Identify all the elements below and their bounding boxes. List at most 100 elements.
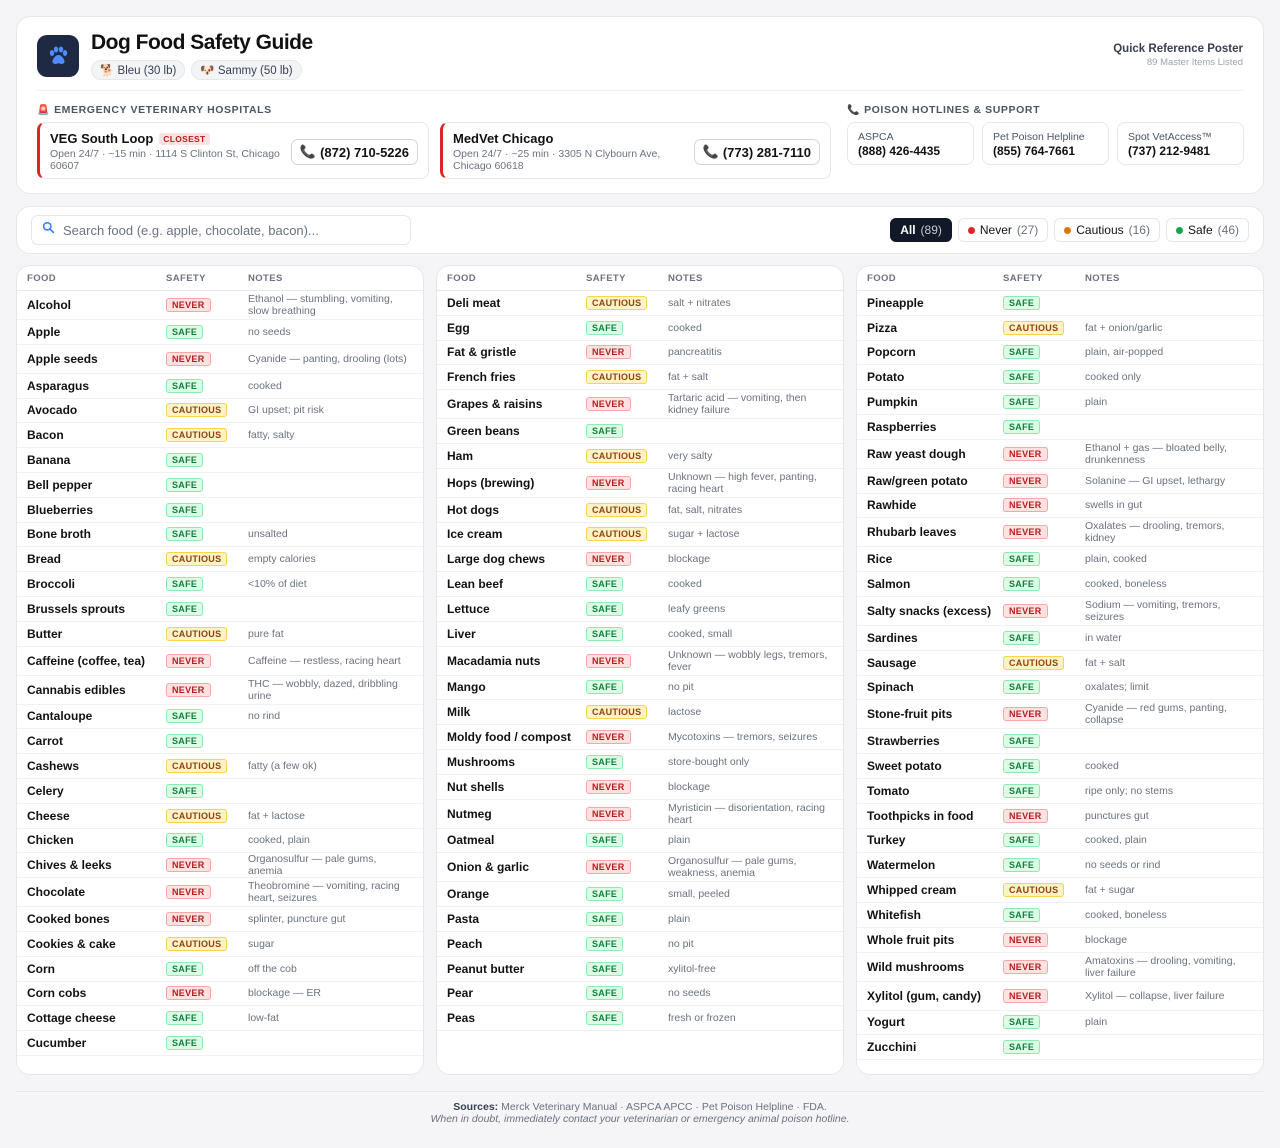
table-row[interactable]: Green beans SAFE [437,419,843,444]
table-row[interactable]: Peas SAFE fresh or frozen [437,1006,843,1032]
table-row[interactable]: Raspberries SAFE [857,415,1263,440]
table-row[interactable]: Cannabis edibles NEVER THC — wobbly, dazed… [17,676,423,705]
table-row[interactable]: Mushrooms SAFE store-bought only [437,750,843,775]
table-row[interactable]: Lean beef SAFE cooked [437,572,843,597]
table-row[interactable]: Chocolate NEVER Theobromine — vomiting, ra… [17,878,423,908]
table-row[interactable]: Celery SAFE [17,779,423,804]
filter-cautious[interactable]: Cautious (16) [1054,218,1160,242]
table-row[interactable]: Oatmeal SAFE plain [437,829,843,854]
table-row[interactable]: Liver SAFE cooked, small [437,622,843,647]
filter-all[interactable]: All (89) [890,218,952,242]
table-row[interactable]: Salty snacks (excess) NEVER Sodium — vomit… [857,597,1263,626]
table-row[interactable]: Hops (brewing) NEVER Unknown — high fever,… [437,469,843,498]
table-row[interactable]: Bone broth SAFE unsalted [17,523,423,548]
table-row[interactable]: Spinach SAFE oxalates; limit [857,676,1263,701]
table-row[interactable]: Rawhide NEVER swells in gut [857,494,1263,519]
call-button-veg[interactable]: 📞 (872) 710-5226 [290,139,418,165]
table-row[interactable]: Peach SAFE no pit [437,932,843,957]
table-row[interactable]: Stone-fruit pits NEVER Cyanide — red gums,… [857,700,1263,730]
table-row[interactable]: Nutmeg NEVER Myristicin — disorientation, … [437,800,843,829]
table-row[interactable]: Pineapple SAFE [857,291,1263,316]
table-row[interactable]: Sweet potato SAFE cooked [857,754,1263,779]
table-row[interactable]: Fat & gristle NEVER pancreatitis [437,341,843,366]
table-row[interactable]: Apple SAFE no seeds [17,320,423,345]
table-row[interactable]: Avocado CAUTIOUS GI upset; pit risk [17,399,423,424]
table-row[interactable]: Sardines SAFE in water [857,626,1263,651]
table-row[interactable]: Whitefish SAFE cooked, boneless [857,903,1263,928]
pet-chip-sammy[interactable]: 🐶 Sammy (50 lb) [191,60,302,80]
table-row[interactable]: Milk CAUTIOUS lactose [437,700,843,726]
table-row[interactable]: Corn SAFE off the cob [17,957,423,982]
table-row[interactable]: Hot dogs CAUTIOUS fat, salt, nitrates [437,498,843,523]
table-row[interactable]: Turkey SAFE cooked, plain [857,829,1263,854]
table-row[interactable]: Blueberries SAFE [17,498,423,523]
table-row[interactable]: Cookies & cake CAUTIOUS sugar [17,932,423,957]
table-row[interactable]: Toothpicks in food NEVER punctures gut [857,804,1263,829]
table-row[interactable]: Caffeine (coffee, tea) NEVER Caffeine — re… [17,647,423,676]
filter-never[interactable]: Never (27) [957,218,1049,242]
table-row[interactable]: Banana SAFE [17,448,423,473]
table-row[interactable]: Bacon CAUTIOUS fatty, salty [17,423,423,449]
search-box[interactable] [31,215,411,245]
table-row[interactable]: Orange SAFE small, peeled [437,882,843,908]
table-row[interactable]: Nut shells NEVER blockage [437,775,843,800]
table-row[interactable]: Potato SAFE cooked only [857,365,1263,391]
table-row[interactable]: Deli meat CAUTIOUS salt + nitrates [437,291,843,316]
pet-chip-bleu[interactable]: 🐕 Bleu (30 lb) [91,60,186,80]
table-row[interactable]: Cheese CAUTIOUS fat + lactose [17,804,423,829]
table-row[interactable]: Corn cobs NEVER blockage — ER [17,982,423,1007]
table-row[interactable]: Bell pepper SAFE [17,473,423,498]
table-row[interactable]: Strawberries SAFE [857,729,1263,755]
table-row[interactable]: Watermelon SAFE no seeds or rind [857,853,1263,879]
hotline-pet-poison[interactable]: Pet Poison Helpline (855) 764-7661 [982,122,1109,165]
table-row[interactable]: Brussels sprouts SAFE [17,597,423,622]
hotline-aspca[interactable]: ASPCA (888) 426-4435 [847,122,974,165]
table-row[interactable]: Large dog chews NEVER blockage [437,547,843,573]
table-row[interactable]: Chives & leeks NEVER Organosulfur — pale g… [17,853,423,879]
table-row[interactable]: Cantaloupe SAFE no rind [17,705,423,730]
table-row[interactable]: Pumpkin SAFE plain [857,390,1263,415]
table-row[interactable]: Rice SAFE plain, cooked [857,547,1263,573]
table-row[interactable]: Wild mushrooms NEVER Amatoxins — drooling,… [857,953,1263,982]
hospital-card-medvet[interactable]: MedVet Chicago Open 24/7 · ~25 min · 330… [440,122,831,179]
table-row[interactable]: Chicken SAFE cooked, plain [17,829,423,854]
table-row[interactable]: Cashews CAUTIOUS fatty (a few ok) [17,754,423,779]
table-row[interactable]: Lettuce SAFE leafy greens [437,597,843,622]
table-row[interactable]: Apple seeds NEVER Cyanide — panting, drool… [17,345,423,374]
table-row[interactable]: French fries CAUTIOUS fat + salt [437,365,843,391]
table-row[interactable]: Sausage CAUTIOUS fat + salt [857,651,1263,676]
table-row[interactable]: Grapes & raisins NEVER Tartaric acid — vom… [437,390,843,420]
table-row[interactable]: Egg SAFE cooked [437,316,843,341]
table-row[interactable]: Salmon SAFE cooked, boneless [857,572,1263,597]
table-row[interactable]: Ham CAUTIOUS very salty [437,444,843,469]
table-row[interactable]: Bread CAUTIOUS empty calories [17,547,423,573]
table-row[interactable]: Yogurt SAFE plain [857,1011,1263,1036]
table-row[interactable]: Alcohol NEVER Ethanol — stumbling, vomitin… [17,291,423,320]
table-row[interactable]: Tomato SAFE ripe only; no stems [857,779,1263,804]
hotline-spot[interactable]: Spot VetAccess™ (737) 212-9481 [1117,122,1244,165]
table-row[interactable]: Pasta SAFE plain [437,907,843,932]
table-row[interactable]: Moldy food / compost NEVER Mycotoxins — tr… [437,725,843,750]
table-row[interactable]: Pear SAFE no seeds [437,982,843,1007]
table-row[interactable]: Butter CAUTIOUS pure fat [17,622,423,647]
search-input[interactable] [63,222,410,238]
table-row[interactable]: Rhubarb leaves NEVER Oxalates — drooling, … [857,518,1263,548]
table-row[interactable]: Peanut butter SAFE xylitol-free [437,957,843,982]
hospital-card-veg[interactable]: VEG South Loop CLOSEST Open 24/7 · ~15 m… [37,122,429,179]
table-row[interactable]: Zucchini SAFE [857,1035,1263,1061]
call-button-medvet[interactable]: 📞 (773) 281-7110 [693,139,820,165]
table-row[interactable]: Pizza CAUTIOUS fat + onion/garlic [857,316,1263,341]
table-row[interactable]: Raw yeast dough NEVER Ethanol + gas — bloa… [857,440,1263,469]
table-row[interactable]: Popcorn SAFE plain, air-popped [857,341,1263,366]
filter-safe[interactable]: Safe (46) [1165,218,1249,242]
table-row[interactable]: Whole fruit pits NEVER blockage [857,928,1263,953]
table-row[interactable]: Cottage cheese SAFE low-fat [17,1006,423,1032]
table-row[interactable]: Asparagus SAFE cooked [17,374,423,399]
table-row[interactable]: Cucumber SAFE [17,1031,423,1056]
table-row[interactable]: Xylitol (gum, candy) NEVER Xylitol — colla… [857,982,1263,1011]
table-row[interactable]: Macadamia nuts NEVER Unknown — wobbly legs… [437,647,843,676]
table-row[interactable]: Broccoli SAFE <10% of diet [17,572,423,597]
table-row[interactable]: Whipped cream CAUTIOUS fat + sugar [857,878,1263,903]
table-row[interactable]: Raw/green potato NEVER Solanine — GI upset… [857,469,1263,494]
table-row[interactable]: Carrot SAFE [17,729,423,755]
